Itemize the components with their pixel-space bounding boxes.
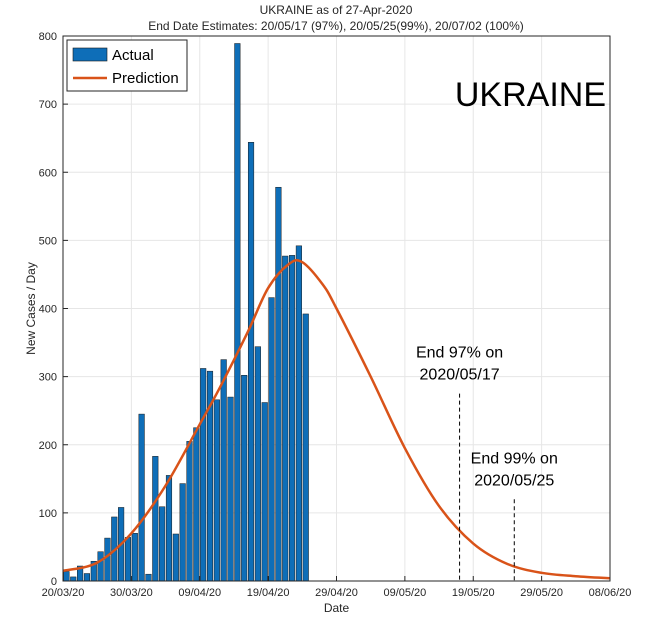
annotation-label: End 99% on bbox=[471, 450, 558, 467]
y-axis-label: New Cases / Day bbox=[24, 262, 38, 355]
actual-bars bbox=[63, 43, 309, 582]
x-tick-label: 19/04/20 bbox=[247, 587, 290, 599]
x-tick-label: 29/05/20 bbox=[520, 587, 563, 599]
bar-actual bbox=[289, 255, 296, 582]
bar-actual bbox=[254, 346, 261, 582]
x-tick-label: 19/05/20 bbox=[452, 587, 495, 599]
bar-actual bbox=[213, 399, 220, 582]
y-tick-label: 200 bbox=[39, 440, 57, 452]
bar-actual bbox=[261, 402, 268, 582]
legend: Actual Prediction bbox=[66, 39, 188, 92]
bar-actual bbox=[268, 297, 275, 582]
bar-actual bbox=[234, 43, 241, 582]
chart-subtitle: End Date Estimates: 20/05/17 (97%), 20/0… bbox=[148, 19, 524, 33]
legend-label-prediction: Prediction bbox=[112, 70, 179, 87]
bar-actual bbox=[241, 375, 248, 582]
annotation-label: 2020/05/25 bbox=[474, 472, 554, 489]
x-tick-label: 09/05/20 bbox=[383, 587, 426, 599]
y-tick-label: 700 bbox=[39, 99, 57, 111]
axis-ticks: 0 100 200 300 400 500 600 700 800 20/03/20 30/03/2… bbox=[39, 31, 632, 599]
bar-actual bbox=[70, 576, 77, 582]
bar-actual bbox=[83, 573, 90, 582]
prediction-line bbox=[62, 258, 611, 580]
bar-actual bbox=[247, 142, 255, 582]
bar-actual bbox=[63, 571, 70, 582]
bar-actual bbox=[200, 368, 207, 582]
y-tick-label: 300 bbox=[39, 372, 57, 384]
bar-actual bbox=[138, 413, 145, 582]
bar-actual bbox=[131, 533, 138, 582]
x-tick-label: 09/04/20 bbox=[178, 587, 221, 599]
bar-actual bbox=[159, 506, 166, 582]
annotation-label: 2020/05/17 bbox=[420, 367, 500, 384]
y-tick-label: 400 bbox=[39, 304, 57, 316]
bar-actual bbox=[295, 245, 302, 582]
bar-actual bbox=[179, 483, 186, 582]
bar-actual bbox=[186, 441, 193, 582]
chart-title: UKRAINE as of 27-Apr-2020 bbox=[260, 3, 413, 17]
y-tick-label: 0 bbox=[51, 576, 57, 588]
legend-label-actual: Actual bbox=[112, 47, 154, 64]
country-label: UKRAINE bbox=[455, 76, 606, 114]
y-tick-label: 600 bbox=[39, 167, 57, 179]
bar-actual bbox=[220, 359, 227, 582]
bar-actual bbox=[165, 475, 173, 582]
legend-swatch-actual bbox=[72, 47, 108, 62]
bar-actual bbox=[104, 537, 111, 582]
end-date-annotations: End 97% on 2020/05/17 End 99% on 2020/05/25 bbox=[416, 345, 558, 581]
x-tick-label: 20/03/20 bbox=[42, 587, 85, 599]
bar-actual bbox=[193, 427, 200, 582]
x-tick-label: 29/04/20 bbox=[315, 587, 358, 599]
annotation-label: End 97% on bbox=[416, 345, 503, 362]
y-tick-label: 800 bbox=[39, 31, 57, 43]
bar-actual bbox=[282, 255, 289, 582]
bar-actual bbox=[275, 186, 282, 582]
bar-actual bbox=[145, 573, 152, 582]
bar-actual bbox=[302, 313, 309, 582]
y-tick-label: 500 bbox=[39, 235, 57, 247]
bar-actual bbox=[124, 537, 132, 582]
bar-actual bbox=[172, 533, 179, 582]
y-tick-label: 100 bbox=[39, 508, 57, 520]
x-tick-label: 08/06/20 bbox=[589, 587, 632, 599]
x-axis-label: Date bbox=[324, 601, 350, 615]
bar-actual bbox=[227, 396, 234, 582]
bar-actual bbox=[97, 551, 104, 582]
x-tick-label: 30/03/20 bbox=[110, 587, 153, 599]
bar-actual bbox=[152, 456, 159, 582]
